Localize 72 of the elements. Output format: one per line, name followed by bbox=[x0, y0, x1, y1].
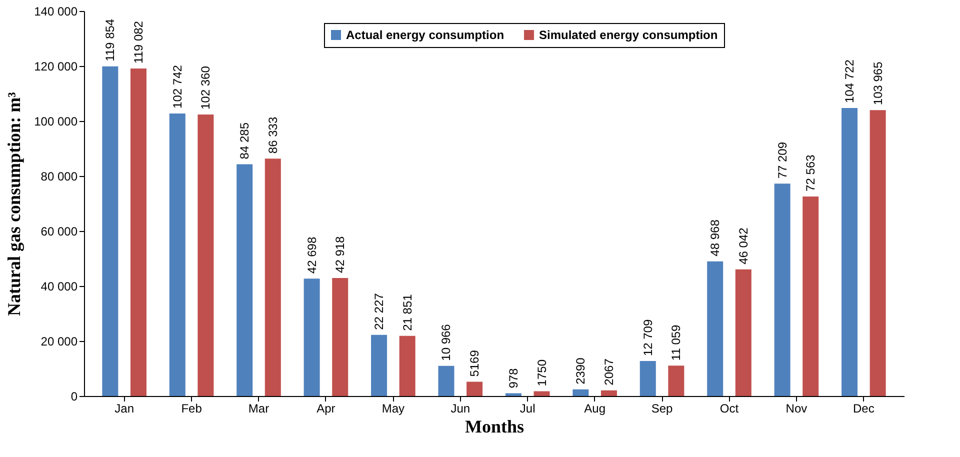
data-label: 86 333 bbox=[266, 116, 280, 154]
bar bbox=[371, 334, 388, 396]
data-label: 22 227 bbox=[372, 292, 386, 330]
data-label: 10 966 bbox=[439, 324, 454, 361]
x-tick-label: Feb bbox=[181, 402, 202, 416]
x-tick-label: Dec bbox=[853, 402, 874, 416]
x-tick-label: Apr bbox=[316, 402, 336, 416]
y-tick-label: 100 000 bbox=[34, 114, 78, 128]
data-label: 102 360 bbox=[198, 66, 213, 110]
y-tick-label: 120 000 bbox=[34, 60, 78, 74]
data-label: 48 968 bbox=[708, 219, 722, 256]
bar bbox=[332, 278, 348, 396]
data-label: 46 042 bbox=[736, 227, 750, 264]
x-tick-label: Mar bbox=[248, 402, 270, 416]
bar bbox=[668, 366, 684, 396]
bar bbox=[236, 164, 253, 396]
legend-label: Actual energy consumption bbox=[346, 28, 504, 42]
data-label: 2390 bbox=[574, 357, 588, 384]
data-label: 84 285 bbox=[238, 122, 252, 160]
x-tick-label: Oct bbox=[720, 402, 740, 416]
x-tick-label: Jan bbox=[114, 402, 134, 416]
x-tick-label: May bbox=[382, 402, 405, 416]
data-label: 12 709 bbox=[640, 319, 655, 356]
data-label: 42 698 bbox=[304, 236, 319, 274]
x-tick-label: Jun bbox=[450, 402, 470, 416]
data-label: 72 563 bbox=[804, 154, 818, 192]
bar bbox=[169, 113, 186, 396]
data-label: 1750 bbox=[534, 359, 549, 386]
bar bbox=[707, 261, 724, 396]
bar bbox=[130, 68, 146, 396]
bar bbox=[774, 184, 790, 396]
bar bbox=[735, 269, 752, 396]
bar bbox=[399, 336, 416, 396]
y-axis-title: Natural gas consumption: m³ bbox=[4, 91, 24, 316]
data-label: 119 082 bbox=[131, 20, 146, 64]
x-tick-label: Jul bbox=[520, 402, 536, 416]
bar bbox=[102, 66, 118, 396]
x-tick-label: Sep bbox=[651, 402, 674, 416]
data-label: 102 742 bbox=[170, 64, 184, 108]
data-label: 77 209 bbox=[775, 142, 790, 179]
y-tick-label: 60 000 bbox=[40, 224, 78, 238]
legend-label: Simulated energy consumption bbox=[539, 28, 718, 42]
bar bbox=[505, 393, 522, 396]
bar bbox=[802, 196, 819, 396]
bar bbox=[600, 390, 617, 396]
y-tick-label: 40 000 bbox=[40, 280, 78, 294]
x-tick-label: Nov bbox=[786, 402, 808, 416]
data-label: 21 851 bbox=[400, 294, 414, 331]
data-label: 2067 bbox=[602, 358, 616, 386]
y-tick-label: 140 000 bbox=[34, 4, 78, 18]
bar bbox=[304, 278, 320, 396]
bar bbox=[466, 382, 483, 396]
data-label: 5169 bbox=[468, 350, 482, 377]
y-tick-label: 20 000 bbox=[40, 334, 78, 348]
x-tick-label: Aug bbox=[584, 402, 606, 416]
data-label: 11 059 bbox=[669, 324, 684, 361]
data-label: 103 965 bbox=[870, 61, 885, 106]
data-label: 104 722 bbox=[842, 59, 857, 104]
data-label: 119 854 bbox=[103, 18, 118, 62]
x-axis-title: Months bbox=[464, 416, 524, 436]
data-label: 42 918 bbox=[333, 236, 348, 273]
bar bbox=[870, 110, 886, 396]
bar bbox=[534, 391, 550, 396]
bar bbox=[572, 389, 589, 396]
y-tick-label: 0 bbox=[70, 390, 78, 404]
bar bbox=[264, 158, 281, 396]
bar bbox=[438, 366, 454, 396]
bar bbox=[842, 108, 858, 396]
y-tick-label: 80 000 bbox=[40, 170, 78, 184]
bar bbox=[198, 114, 214, 396]
data-label: 978 bbox=[506, 368, 520, 388]
bar bbox=[640, 361, 656, 396]
